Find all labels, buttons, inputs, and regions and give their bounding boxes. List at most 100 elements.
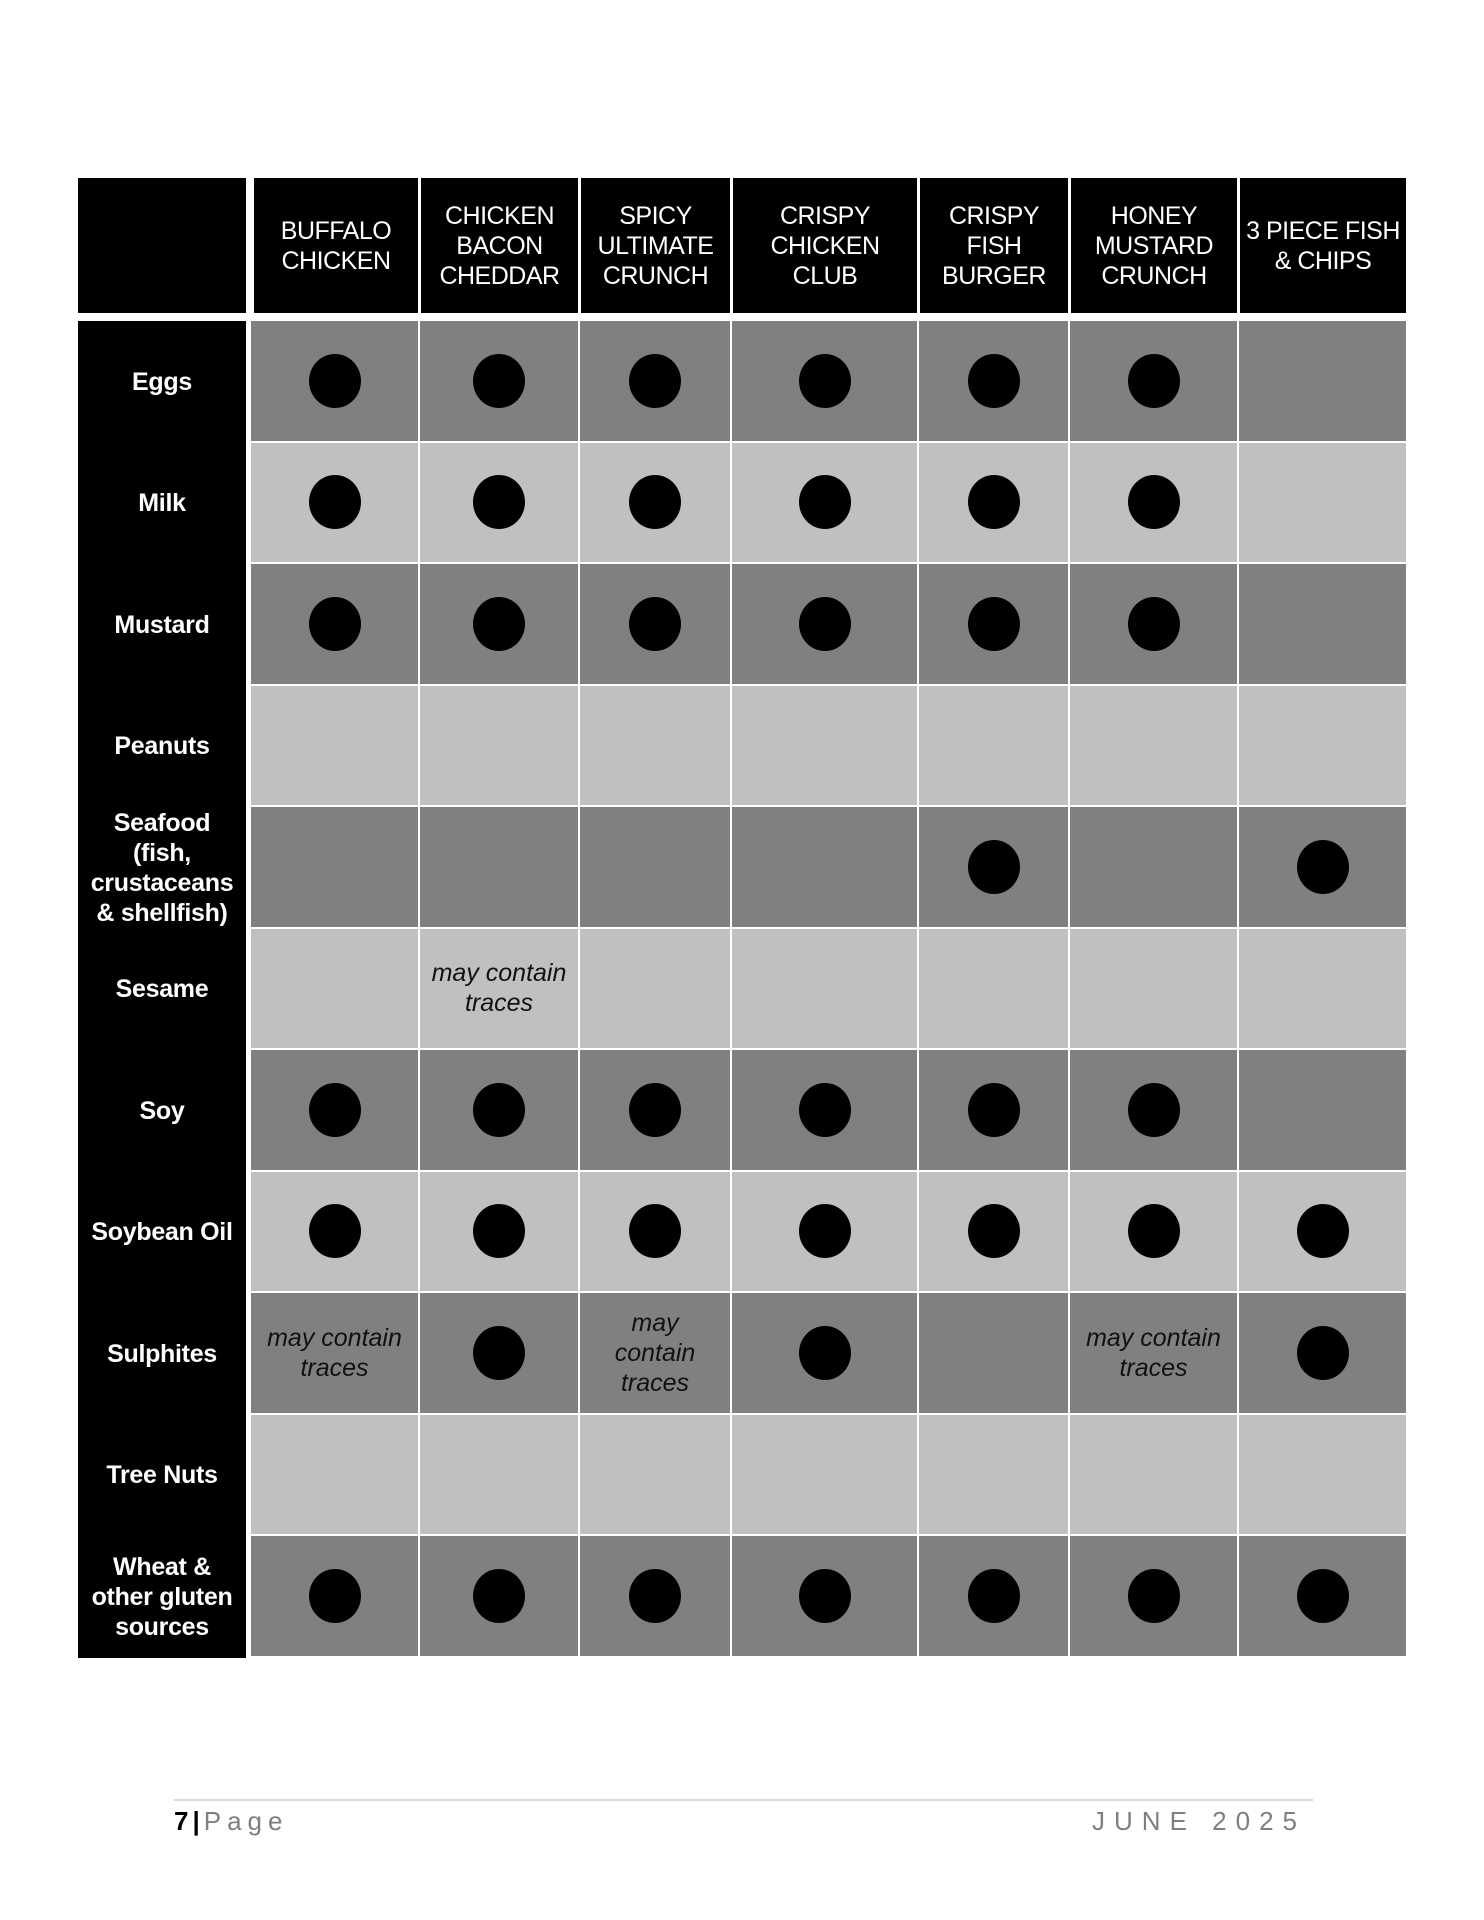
contains-dot-icon: [798, 1204, 851, 1259]
table-cell: [1237, 564, 1406, 686]
column-header: HONEY MUSTARD CRUNCH: [1068, 178, 1237, 313]
contains-dot-icon: [967, 1082, 1020, 1137]
page-number: 7: [174, 1806, 189, 1836]
contains-dot-icon: [308, 1204, 361, 1259]
table-cell: [418, 807, 578, 929]
allergen-label: Mustard: [78, 564, 246, 686]
contains-dot-icon: [1296, 1325, 1349, 1380]
contains-dot-icon: [1296, 1204, 1349, 1259]
table-cell: [730, 1171, 917, 1293]
table-cell: [578, 685, 730, 807]
contains-dot-icon: [798, 475, 851, 530]
may-contain-traces-note: may contain traces: [267, 1323, 402, 1382]
table-cell: [1237, 1536, 1406, 1658]
contains-dot-icon: [798, 1325, 851, 1380]
contains-dot-icon: [473, 1082, 525, 1137]
column-gap: [246, 321, 251, 443]
table-cell: [730, 564, 917, 686]
table-cell: [251, 1536, 418, 1658]
contains-dot-icon: [967, 353, 1020, 408]
column-gap: [246, 1293, 251, 1415]
table-cell: [418, 1293, 578, 1415]
table-cell: [917, 685, 1068, 807]
column-gap: [246, 928, 251, 1050]
header-gap: [78, 313, 246, 321]
table-cell: [251, 442, 418, 564]
contains-dot-icon: [967, 1568, 1020, 1623]
contains-dot-icon: [1296, 839, 1349, 894]
table-cell: [1237, 1293, 1406, 1415]
table-cell: may contain traces: [578, 1293, 730, 1415]
contains-dot-icon: [798, 1568, 851, 1623]
contains-dot-icon: [1127, 1568, 1180, 1623]
contains-dot-icon: [473, 475, 525, 530]
contains-dot-icon: [967, 839, 1020, 894]
header-gap: [1237, 313, 1406, 321]
contains-dot-icon: [473, 1204, 525, 1259]
table-cell: [1068, 1414, 1237, 1536]
contains-dot-icon: [798, 353, 851, 408]
contains-dot-icon: [308, 1568, 361, 1623]
table-cell: may contain traces: [418, 928, 578, 1050]
header-gap: [246, 313, 251, 321]
contains-dot-icon: [629, 1082, 681, 1137]
table-cell: [578, 442, 730, 564]
contains-dot-icon: [629, 475, 681, 530]
table-cell: [730, 442, 917, 564]
column-gap: [246, 442, 251, 564]
table-cell: [730, 807, 917, 929]
table-cell: [418, 442, 578, 564]
table-cell: [1068, 928, 1237, 1050]
table-cell: [418, 321, 578, 443]
table-cell: [418, 1171, 578, 1293]
table-cell: may contain traces: [1068, 1293, 1237, 1415]
contains-dot-icon: [1127, 475, 1180, 530]
table-cell: [917, 1536, 1068, 1658]
contains-dot-icon: [798, 1082, 851, 1137]
allergen-label: Peanuts: [78, 685, 246, 807]
table-cell: [251, 928, 418, 1050]
table-cell: [578, 807, 730, 929]
contains-dot-icon: [308, 353, 361, 408]
table-cell: [917, 1050, 1068, 1172]
column-gap: [246, 564, 251, 686]
column-header: CRISPY FISH BURGER: [917, 178, 1068, 313]
table-cell: [1068, 807, 1237, 929]
table-cell: [251, 685, 418, 807]
contains-dot-icon: [967, 1204, 1020, 1259]
contains-dot-icon: [629, 1568, 681, 1623]
contains-dot-icon: [473, 1568, 525, 1623]
table-cell: [1068, 1536, 1237, 1658]
column-gap: [246, 1050, 251, 1172]
table-cell: [917, 442, 1068, 564]
may-contain-traces-note: may contain traces: [614, 1308, 696, 1397]
table-cell: [1237, 1171, 1406, 1293]
table-cell: [1068, 564, 1237, 686]
table-cell: [917, 321, 1068, 443]
table-cell: [251, 1050, 418, 1172]
contains-dot-icon: [629, 353, 681, 408]
may-contain-traces-note: may contain traces: [431, 959, 567, 1018]
table-cell: [418, 1536, 578, 1658]
table-cell: [1237, 807, 1406, 929]
table-cell: [418, 685, 578, 807]
contains-dot-icon: [308, 475, 361, 530]
header-gap: [730, 313, 917, 321]
table-cell: [917, 1414, 1068, 1536]
column-header: SPICY ULTIMATE CRUNCH: [578, 178, 730, 313]
table-cell: [1068, 1171, 1237, 1293]
contains-dot-icon: [1127, 353, 1180, 408]
table-cell: [1237, 1414, 1406, 1536]
column-gap: [246, 1414, 251, 1536]
header-gap: [418, 313, 578, 321]
header-gap: [917, 313, 1068, 321]
page-separator: |: [192, 1806, 200, 1836]
table-cell: [917, 564, 1068, 686]
table-cell: [1237, 685, 1406, 807]
table-cell: [730, 1293, 917, 1415]
column-gap: [246, 807, 251, 929]
table-cell: [1068, 1050, 1237, 1172]
allergen-label: Sesame: [78, 928, 246, 1050]
footer-page: 7 | Page: [174, 1806, 288, 1837]
column-gap: [246, 178, 251, 313]
